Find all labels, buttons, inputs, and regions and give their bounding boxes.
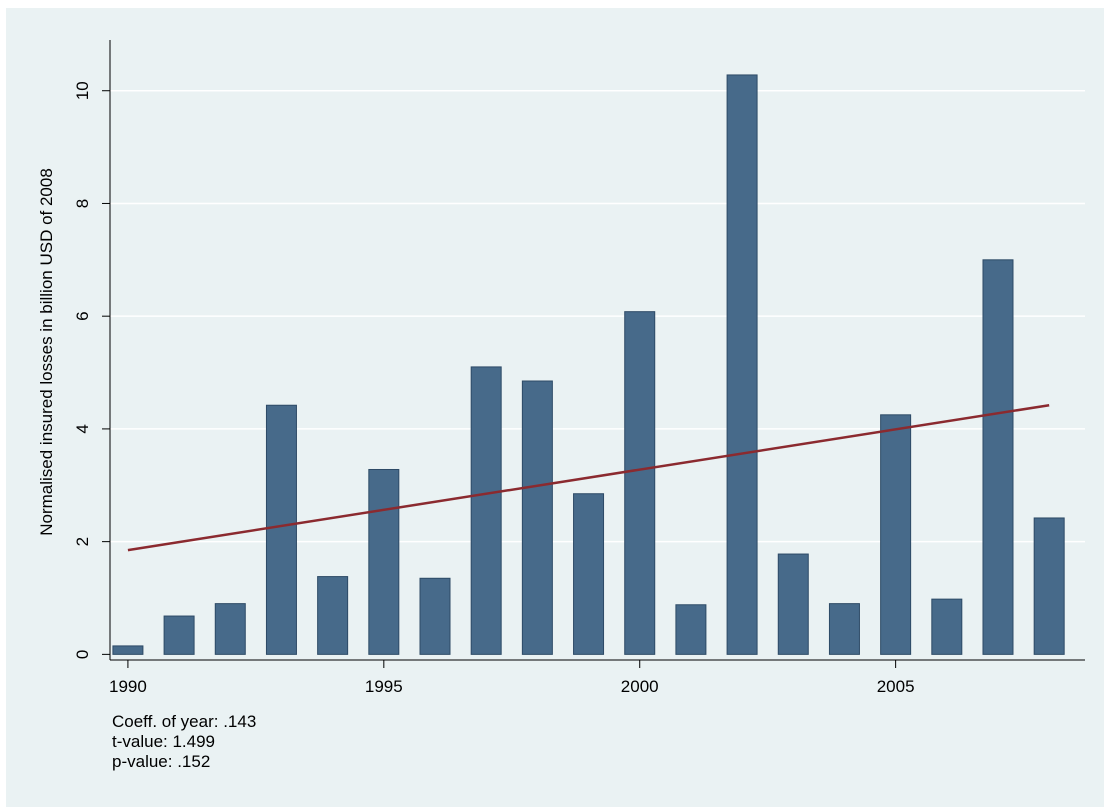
bar-1994 [317,576,349,655]
bar-1990 [112,645,144,655]
chart-background [6,8,1104,807]
axes [102,40,1085,668]
bar-2007 [982,259,1014,655]
y-tick-label-8: 8 [73,199,92,208]
y-tick-label-2: 2 [73,537,92,546]
bar-2002 [726,74,758,655]
trend-line [127,404,1050,552]
bar-2005 [880,414,912,655]
trend-line-group [127,404,1050,552]
bar-2003 [777,553,809,655]
bar-2008 [1033,517,1065,655]
bar-2001 [675,604,707,655]
y-tick-label-10: 10 [73,81,92,100]
bar-1992 [214,603,246,655]
bar-1997 [470,366,502,655]
bar-1998 [521,380,553,655]
x-tick-label-2000: 2000 [621,677,659,696]
bar-2006 [931,598,963,655]
bar-1993 [265,404,297,655]
x-tick-label-2005: 2005 [877,677,915,696]
bar-2000 [624,311,656,655]
bar-1995 [368,468,400,655]
coefficient-note: Coeff. of year: .143 [112,712,257,731]
bar-1999 [573,493,605,655]
y-tick-label-4: 4 [73,424,92,433]
bars [112,74,1065,655]
bar-2004 [828,603,860,655]
y-tick-label-6: 6 [73,311,92,320]
x-tick-label-1990: 1990 [109,677,147,696]
tick-labels: 0 2 4 6 8 10 1990 1995 2000 2005 [73,81,915,696]
bar-1991 [163,615,195,655]
x-tick-label-1995: 1995 [365,677,403,696]
regression-notes: Coeff. of year: .143 t-value: 1.499 p-va… [112,712,256,772]
y-axis-title: Normalised insured losses in billion USD… [37,168,56,536]
p-value-note: p-value: .152 [112,752,211,771]
bar-1996 [419,577,451,655]
gridlines [110,89,1085,543]
y-tick-label-0: 0 [73,650,92,659]
t-value-note: t-value: 1.499 [112,732,216,751]
